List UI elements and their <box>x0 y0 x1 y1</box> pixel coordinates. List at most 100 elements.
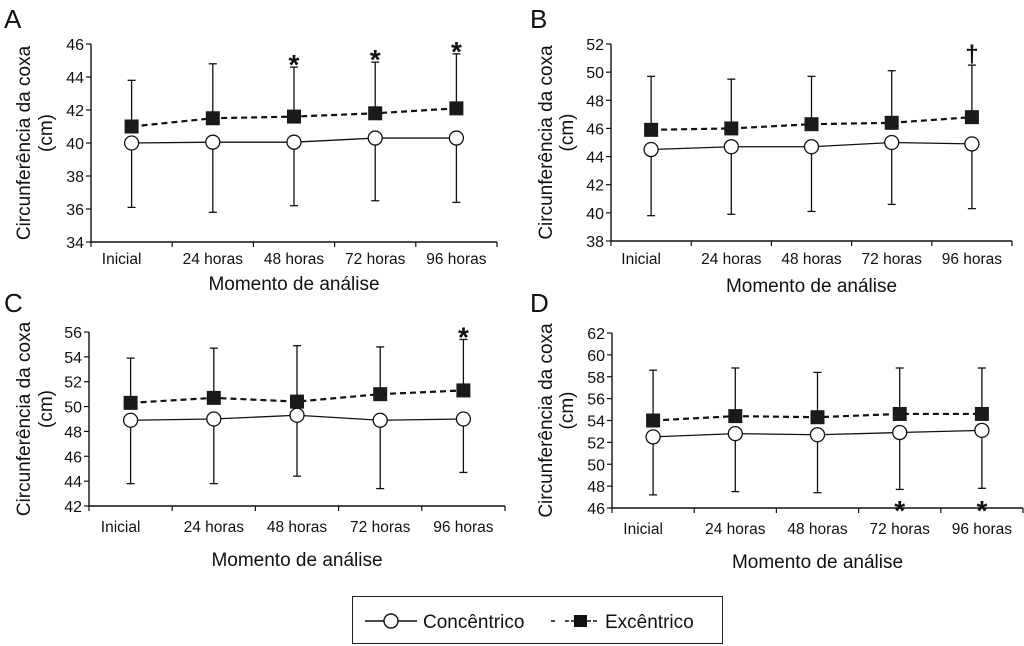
point-excentrico <box>287 109 301 124</box>
point-concentrico <box>643 141 659 158</box>
x-axis-label: Momento de análise <box>726 276 897 297</box>
x-tick-label: 96 horas <box>426 251 487 268</box>
y-tick-label: 44 <box>586 150 604 167</box>
y-tick-label: 50 <box>586 65 604 82</box>
y-axis-label-unit: (cm) <box>557 114 578 152</box>
y-tick-label: 48 <box>586 93 604 110</box>
x-tick-label: Inicial <box>621 251 661 268</box>
y-tick-label: 54 <box>587 414 605 431</box>
point-excentrico <box>646 413 661 428</box>
legend-item-excentrico: Excêntrico <box>551 612 694 633</box>
x-axis-label: Momento de análise <box>732 552 903 573</box>
legend-item-concentrico: Concêntrico <box>365 612 524 633</box>
point-concentrico <box>206 411 222 427</box>
x-tick-label: Inicial <box>623 521 663 538</box>
x-tick-label: 48 horas <box>787 521 848 538</box>
series-line-excentrico <box>130 389 464 404</box>
point-excentrico <box>205 111 220 126</box>
y-axis-label: Circunferência da coxa <box>536 45 557 240</box>
legend-label-concentrico: Concêntrico <box>423 612 524 633</box>
y-tick-label: 48 <box>587 479 605 496</box>
y-tick-label: 62 <box>587 326 605 343</box>
point-concentrico <box>809 427 826 443</box>
x-tick-label: 24 horas <box>705 521 766 538</box>
legend: Concêntrico Excêntrico <box>352 596 723 644</box>
x-tick-label: 96 horas <box>952 521 1013 538</box>
y-tick-label: 60 <box>587 348 605 365</box>
legend-marker-filled-square <box>574 615 587 627</box>
point-excentrico <box>368 106 383 121</box>
y-tick-label: 46 <box>587 501 605 518</box>
point-excentrico <box>373 387 388 402</box>
significance-asterisk: * <box>370 44 381 75</box>
panel-c: C 42 44 46 48 50 52 54 56 Inicial 24 horas 48 horas… <box>4 288 506 571</box>
y-tick-label: 44 <box>66 70 84 87</box>
significance-asterisk: * <box>894 495 905 526</box>
x-tick-label: 72 horas <box>862 251 923 268</box>
point-excentrico <box>892 406 907 421</box>
x-tick-label: 72 horas <box>350 519 411 536</box>
y-tick-label: 38 <box>586 234 604 251</box>
point-excentrico <box>974 406 989 421</box>
significance-asterisk: * <box>289 49 300 80</box>
y-tick-label: 34 <box>66 235 84 252</box>
y-tick-label: 46 <box>64 449 82 466</box>
point-excentrico <box>456 383 471 398</box>
y-axis-label: Circunferência da coxa <box>14 45 35 240</box>
y-tick-label: 44 <box>64 474 82 491</box>
y-axis-label-unit: (cm) <box>557 392 578 430</box>
point-excentrico <box>810 410 825 425</box>
point-excentrico <box>206 390 221 405</box>
point-concentrico <box>974 422 990 438</box>
point-excentrico <box>964 110 979 125</box>
panel-label: C <box>4 288 23 318</box>
y-tick-label: 38 <box>66 169 84 186</box>
x-tick-label: 24 horas <box>183 251 244 268</box>
y-tick-label: 48 <box>64 424 82 441</box>
y-tick-label: 54 <box>64 350 82 367</box>
panel-b: B 38 40 42 44 46 48 50 52 Inicial 24 horas 48 horas… <box>530 4 1013 297</box>
y-tick-label: 40 <box>586 206 604 223</box>
x-axis-label: Momento de análise <box>211 550 382 571</box>
y-axis-label: Circunferência da coxa <box>14 321 35 516</box>
point-concentrico <box>727 425 743 442</box>
significance-dagger: † <box>965 41 978 68</box>
x-tick-label: 72 horas <box>345 251 406 268</box>
panel-label: B <box>530 4 547 34</box>
y-axis-label-unit: (cm) <box>36 390 57 428</box>
point-concentrico <box>205 134 221 150</box>
y-tick-label: 58 <box>587 370 605 387</box>
y-tick-label: 50 <box>64 400 82 417</box>
x-tick-label: 24 horas <box>184 519 245 536</box>
y-tick-label: 42 <box>64 499 82 516</box>
point-concentrico <box>122 412 139 428</box>
x-tick-label: 48 horas <box>781 251 842 268</box>
x-axis-label: Momento de análise <box>208 274 379 295</box>
point-concentrico <box>455 411 472 427</box>
x-tick-label: 24 horas <box>701 251 762 268</box>
point-concentrico <box>448 130 465 146</box>
point-excentrico <box>123 395 138 410</box>
y-tick-label: 46 <box>66 37 84 54</box>
point-concentrico <box>884 134 900 151</box>
point-excentrico <box>290 394 304 409</box>
significance-asterisk: * <box>976 495 987 526</box>
point-concentrico <box>892 424 908 441</box>
panel-label: D <box>530 288 549 318</box>
y-tick-label: 50 <box>587 457 605 474</box>
point-excentrico <box>728 409 743 424</box>
y-axis-label-unit: (cm) <box>36 114 57 152</box>
panel-d: D 46 48 50 52 54 56 58 60 62 Inicial 24 horas 48 hor… <box>530 288 1024 573</box>
x-tick-label: Inicial <box>102 251 142 268</box>
legend-marker-open-circle <box>383 613 399 629</box>
point-concentrico <box>723 139 739 155</box>
legend-graphics: Concêntrico Excêntrico <box>365 612 694 633</box>
panel-a: A 34 36 38 40 42 44 46 Inicial 24 horas 48 horas 72… <box>4 4 498 295</box>
y-tick-label: 56 <box>587 392 605 409</box>
point-excentrico <box>124 119 139 134</box>
y-tick-label: 56 <box>64 325 82 342</box>
point-concentrico <box>964 136 980 152</box>
y-tick-label: 40 <box>66 136 84 153</box>
point-concentrico <box>645 429 661 445</box>
point-excentrico <box>804 117 819 132</box>
